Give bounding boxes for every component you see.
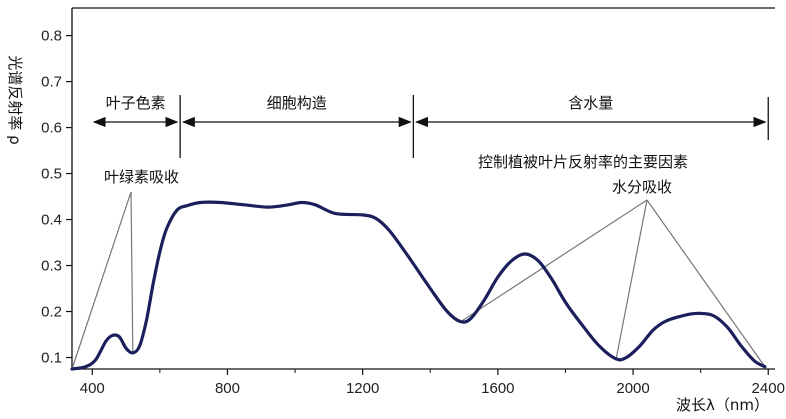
y-ticks: 0.1 0.2 0.3 0.4 0.5 0.6 0.7 0.8 [41,28,72,367]
x-tick-label: 1200 [346,380,379,397]
x-tick-label: 1600 [481,380,514,397]
y-axis-title: 光谱反射率 ρ [6,55,24,144]
y-tick-label: 0.7 [41,74,62,91]
chlorophyll-pointer-line [71,191,132,370]
x-tick-label: 800 [215,380,240,397]
y-tick-label: 0.1 [41,350,62,367]
y-tick-label: 0.8 [41,28,62,45]
x-tick-label: 2000 [616,380,649,397]
y-tick-label: 0.5 [41,166,62,183]
factor-label: 控制植被叶片反射率的主要因素 [478,153,688,171]
chlorophyll-pointer-line [130,191,134,353]
water-pointer-line [646,199,766,368]
region-label: 含水量 [568,94,613,112]
region-label: 叶子色素 [106,94,166,112]
absorption-pointers [71,191,766,370]
reflectance-curve [70,200,767,371]
y-tick-label: 0.2 [41,304,62,321]
region-annotations: 叶子色素 细胞构造 含水量 [92,94,769,158]
x-ticks: 400 800 1200 1600 2000 2400 [80,369,785,397]
x-tick-label: 2400 [752,380,785,397]
water-pointer-line [615,199,648,359]
y-tick-label: 0.6 [41,120,62,137]
chlorophyll-absorption-label: 叶绿素吸收 [104,168,179,186]
water-absorption-label: 水分吸收 [612,178,672,196]
region-label: 细胞构造 [267,94,327,112]
y-tick-label: 0.4 [41,212,62,229]
x-tick-label: 400 [80,380,105,397]
y-tick-label: 0.3 [41,258,62,275]
water-pointer-line [460,199,648,323]
x-axis-title: 波长λ（nm） [676,396,769,414]
